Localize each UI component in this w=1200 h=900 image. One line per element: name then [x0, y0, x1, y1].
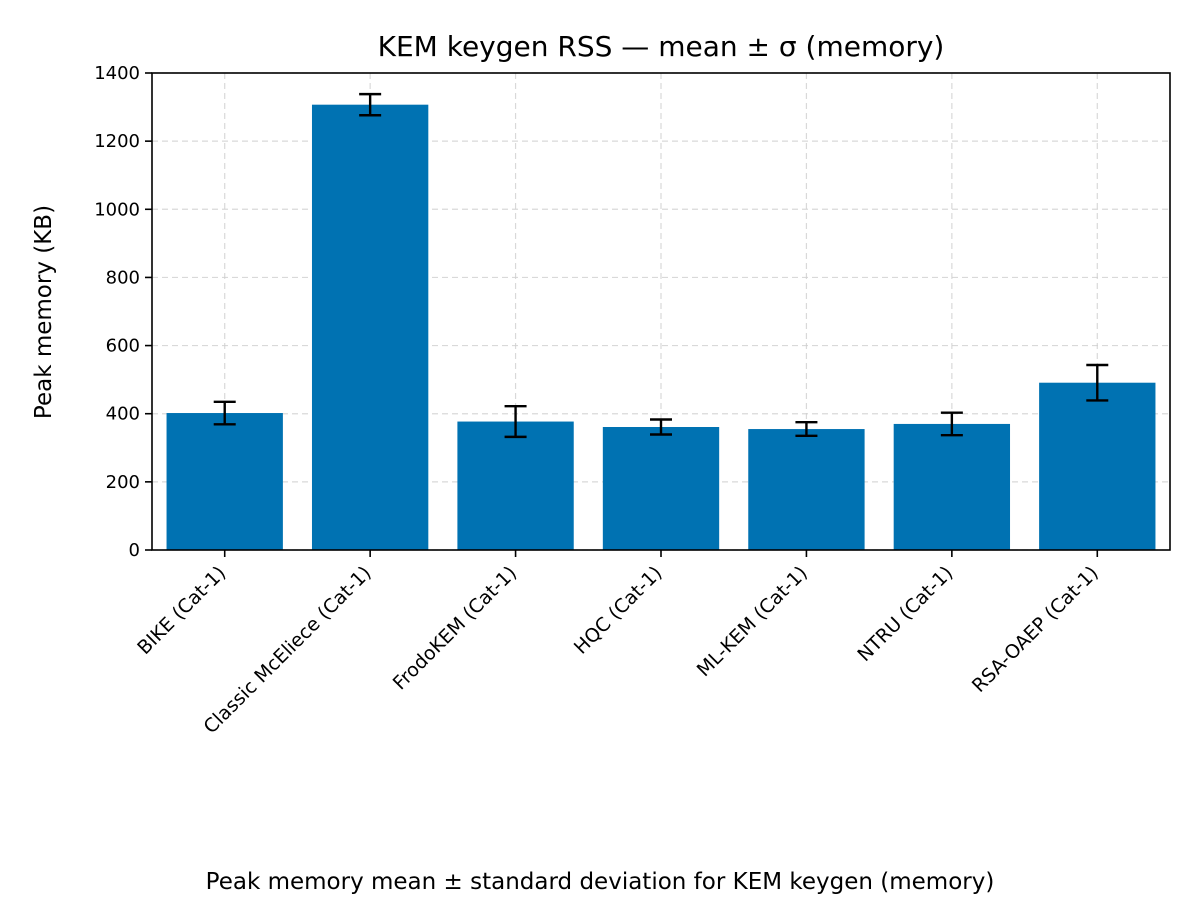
chart-caption: Peak memory mean ± standard deviation fo… — [206, 869, 995, 895]
chart-title: KEM keygen RSS — mean ± σ (memory) — [378, 30, 945, 63]
x-tick-label: NTRU (Cat-1) — [853, 562, 957, 666]
y-tick-label: 600 — [106, 336, 140, 357]
bars — [166, 104, 1156, 550]
y-axis-label: Peak memory (KB) — [31, 205, 57, 419]
x-tick-label: BIKE (Cat-1) — [133, 562, 230, 659]
y-tick-label: 800 — [106, 267, 140, 288]
y-axis-ticks: 0 200 400 600 800 1000 1200 1400 — [94, 63, 152, 561]
error-bars — [213, 92, 1109, 439]
bar — [748, 429, 865, 550]
x-tick-label: ML-KEM (Cat-1) — [693, 562, 812, 681]
x-tick-label: Classic McEliece (Cat-1) — [199, 562, 375, 738]
y-tick-label: 0 — [129, 540, 140, 561]
x-tick-label: RSA-OAEP (Cat-1) — [968, 562, 1103, 697]
bar — [893, 423, 1011, 550]
bar — [602, 427, 720, 550]
y-tick-label: 1200 — [94, 131, 140, 152]
bar — [457, 421, 574, 550]
bar — [1039, 382, 1156, 550]
y-tick-label: 1400 — [94, 63, 140, 84]
y-tick-label: 400 — [106, 404, 140, 425]
x-axis-ticks: BIKE (Cat-1)Classic McEliece (Cat-1) Frod… — [133, 550, 1103, 738]
y-tick-label: 1000 — [94, 199, 140, 220]
x-tick-label: FrodoKEM (Cat-1) — [389, 562, 521, 694]
bar — [311, 104, 429, 550]
bar — [166, 413, 283, 550]
y-tick-label: 200 — [106, 472, 140, 493]
x-tick-label: HQC (Cat-1) — [570, 562, 667, 659]
